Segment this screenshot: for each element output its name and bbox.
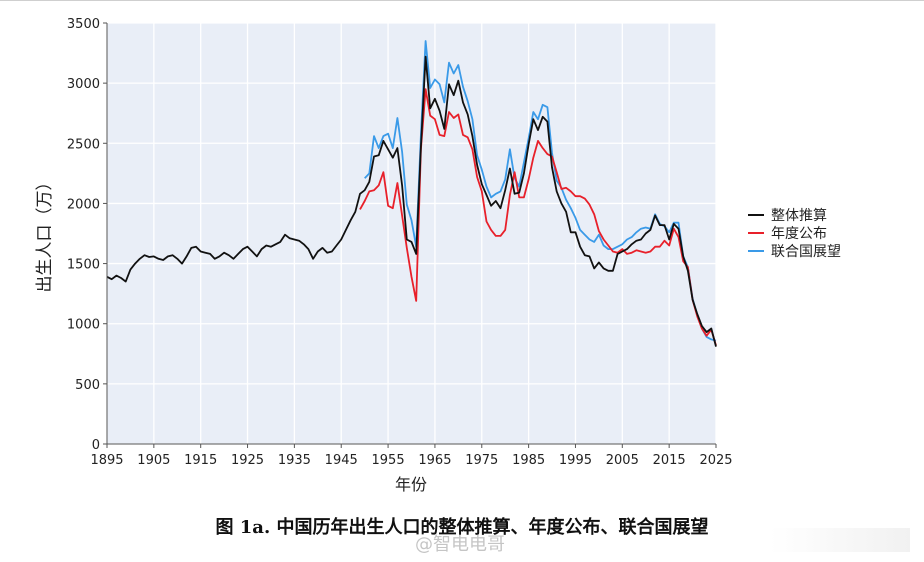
- grid-lines: [106, 22, 717, 445]
- y-tick-label: 3500: [67, 17, 100, 32]
- legend-label-1: 年度公布: [771, 226, 827, 242]
- y-tick-label: 3000: [67, 77, 100, 92]
- x-axis-label: 年份: [395, 475, 427, 494]
- figure-caption: 图 1a. 中国历年出生人口的整体推算、年度公布、联合国展望: [215, 517, 709, 538]
- y-tick-label: 500: [75, 378, 100, 393]
- legend-label-2: 联合国展望: [771, 244, 841, 260]
- x-tick-label: 1945: [325, 453, 358, 468]
- y-axis-label: 出生人口（万）: [35, 174, 55, 293]
- y-ticks: 0 500 1000 1500 2000 2500 3000 3500: [67, 17, 107, 453]
- edge-fade: [770, 528, 910, 552]
- chart-svg: 1895 1905 1915 1925 1935 1945 1955 1965 1975 1985…: [35, 17, 841, 494]
- x-tick-label: 1955: [372, 453, 405, 468]
- x-tick-label: 2005: [606, 453, 639, 468]
- series-line-0: [106, 55, 717, 347]
- x-tick-label: 1925: [231, 453, 264, 468]
- top-border: [0, 0, 924, 1]
- x-tick-label: 1935: [278, 453, 311, 468]
- series-layer: [106, 40, 717, 347]
- x-tick-label: 2015: [653, 453, 686, 468]
- plot-background: [107, 23, 716, 444]
- y-tick-label: 2500: [67, 137, 100, 152]
- y-tick-label: 0: [92, 438, 100, 453]
- x-ticks: 1895 1905 1915 1925 1935 1945 1955 1965 1975 1985…: [90, 444, 733, 468]
- x-tick-label: 2025: [699, 453, 732, 468]
- watermark-text: @智电电哥: [415, 534, 505, 555]
- x-tick-label: 1975: [465, 453, 498, 468]
- y-tick-label: 1000: [67, 318, 100, 333]
- x-tick-label: 1895: [90, 453, 123, 468]
- x-tick-label: 1985: [512, 453, 545, 468]
- x-tick-label: 1915: [184, 453, 217, 468]
- y-tick-label: 1500: [67, 258, 100, 273]
- x-tick-label: 1965: [418, 453, 451, 468]
- y-tick-label: 2000: [67, 197, 100, 212]
- x-tick-label: 1905: [137, 453, 170, 468]
- legend-label-0: 整体推算: [771, 208, 827, 224]
- x-tick-label: 1995: [559, 453, 592, 468]
